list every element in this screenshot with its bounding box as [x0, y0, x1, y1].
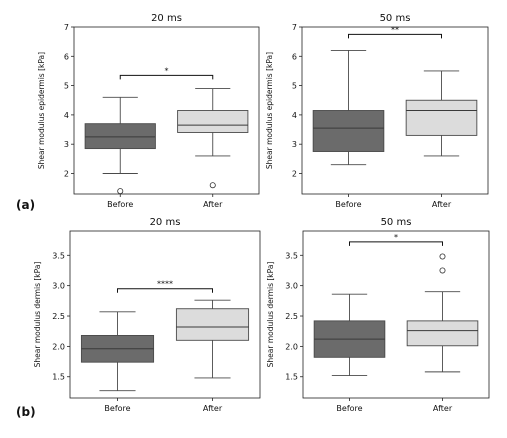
x-tick-label: After	[432, 200, 452, 209]
x-tick-label: Before	[104, 404, 130, 413]
box-after	[175, 308, 250, 341]
chart-title: 20 ms	[150, 217, 181, 228]
box-after	[406, 320, 479, 347]
significance-bracket	[348, 33, 442, 39]
box-before	[312, 110, 385, 152]
x-tick-label: After	[203, 200, 223, 209]
chart-title: 50 ms	[381, 217, 412, 228]
y-tick-label: 3.0	[52, 282, 65, 291]
box-after	[405, 99, 478, 136]
chart-title: 50 ms	[380, 13, 411, 24]
y-tick-label: 2	[292, 169, 297, 178]
outlier-point	[209, 182, 216, 189]
y-axis-label: Shear modulus epidermis [kPa]	[37, 52, 46, 169]
y-tick-label: 3	[292, 140, 297, 149]
plot-frame	[301, 26, 489, 195]
box-before	[84, 123, 156, 150]
box-after	[177, 110, 249, 133]
plot-frame	[302, 230, 490, 399]
y-tick-label: 1.5	[285, 373, 298, 382]
y-tick-label: 3.5	[52, 251, 65, 260]
x-tick-label: After	[433, 404, 453, 413]
outlier-point	[439, 253, 446, 260]
outlier-point	[117, 188, 124, 195]
x-tick-label: After	[203, 404, 223, 413]
y-tick-label: 2.0	[285, 342, 298, 351]
y-tick-label: 2.0	[52, 342, 65, 351]
chart-title: 20 ms	[151, 13, 182, 24]
y-tick-label: 7	[64, 23, 69, 32]
y-tick-label: 3.0	[285, 282, 298, 291]
y-tick-label: 2	[64, 169, 69, 178]
y-tick-label: 1.5	[52, 373, 65, 382]
plot-frame	[73, 26, 260, 195]
significance-bracket	[117, 288, 213, 293]
significance-bracket	[349, 241, 443, 246]
y-axis-label: Shear modulus dermis [kPa]	[266, 262, 275, 368]
y-tick-label: 6	[292, 52, 297, 61]
significance-label: **	[391, 25, 399, 34]
x-tick-label: Before	[335, 200, 361, 209]
y-tick-label: 3	[64, 140, 69, 149]
x-tick-label: Before	[107, 200, 133, 209]
x-tick-label: Before	[336, 404, 362, 413]
significance-bracket	[119, 74, 214, 80]
panel-label-b: (b)	[16, 405, 36, 419]
y-tick-label: 7	[292, 23, 297, 32]
significance-label: ****	[157, 280, 173, 289]
y-axis-label: Shear modulus epidermis [kPa]	[265, 52, 274, 169]
plot-frame	[69, 230, 261, 399]
panel-label-a: (a)	[16, 198, 36, 212]
y-tick-label: 5	[64, 82, 69, 91]
y-tick-label: 6	[64, 52, 69, 61]
y-tick-label: 5	[292, 82, 297, 91]
outlier-point	[439, 267, 446, 274]
y-tick-label: 4	[292, 111, 297, 120]
y-axis-label: Shear modulus dermis [kPa]	[33, 262, 42, 368]
y-tick-label: 2.5	[285, 312, 298, 321]
y-tick-label: 4	[64, 111, 69, 120]
significance-label: *	[165, 66, 169, 75]
significance-label: *	[394, 233, 398, 242]
y-tick-label: 3.5	[285, 251, 298, 260]
y-tick-label: 2.5	[52, 312, 65, 321]
